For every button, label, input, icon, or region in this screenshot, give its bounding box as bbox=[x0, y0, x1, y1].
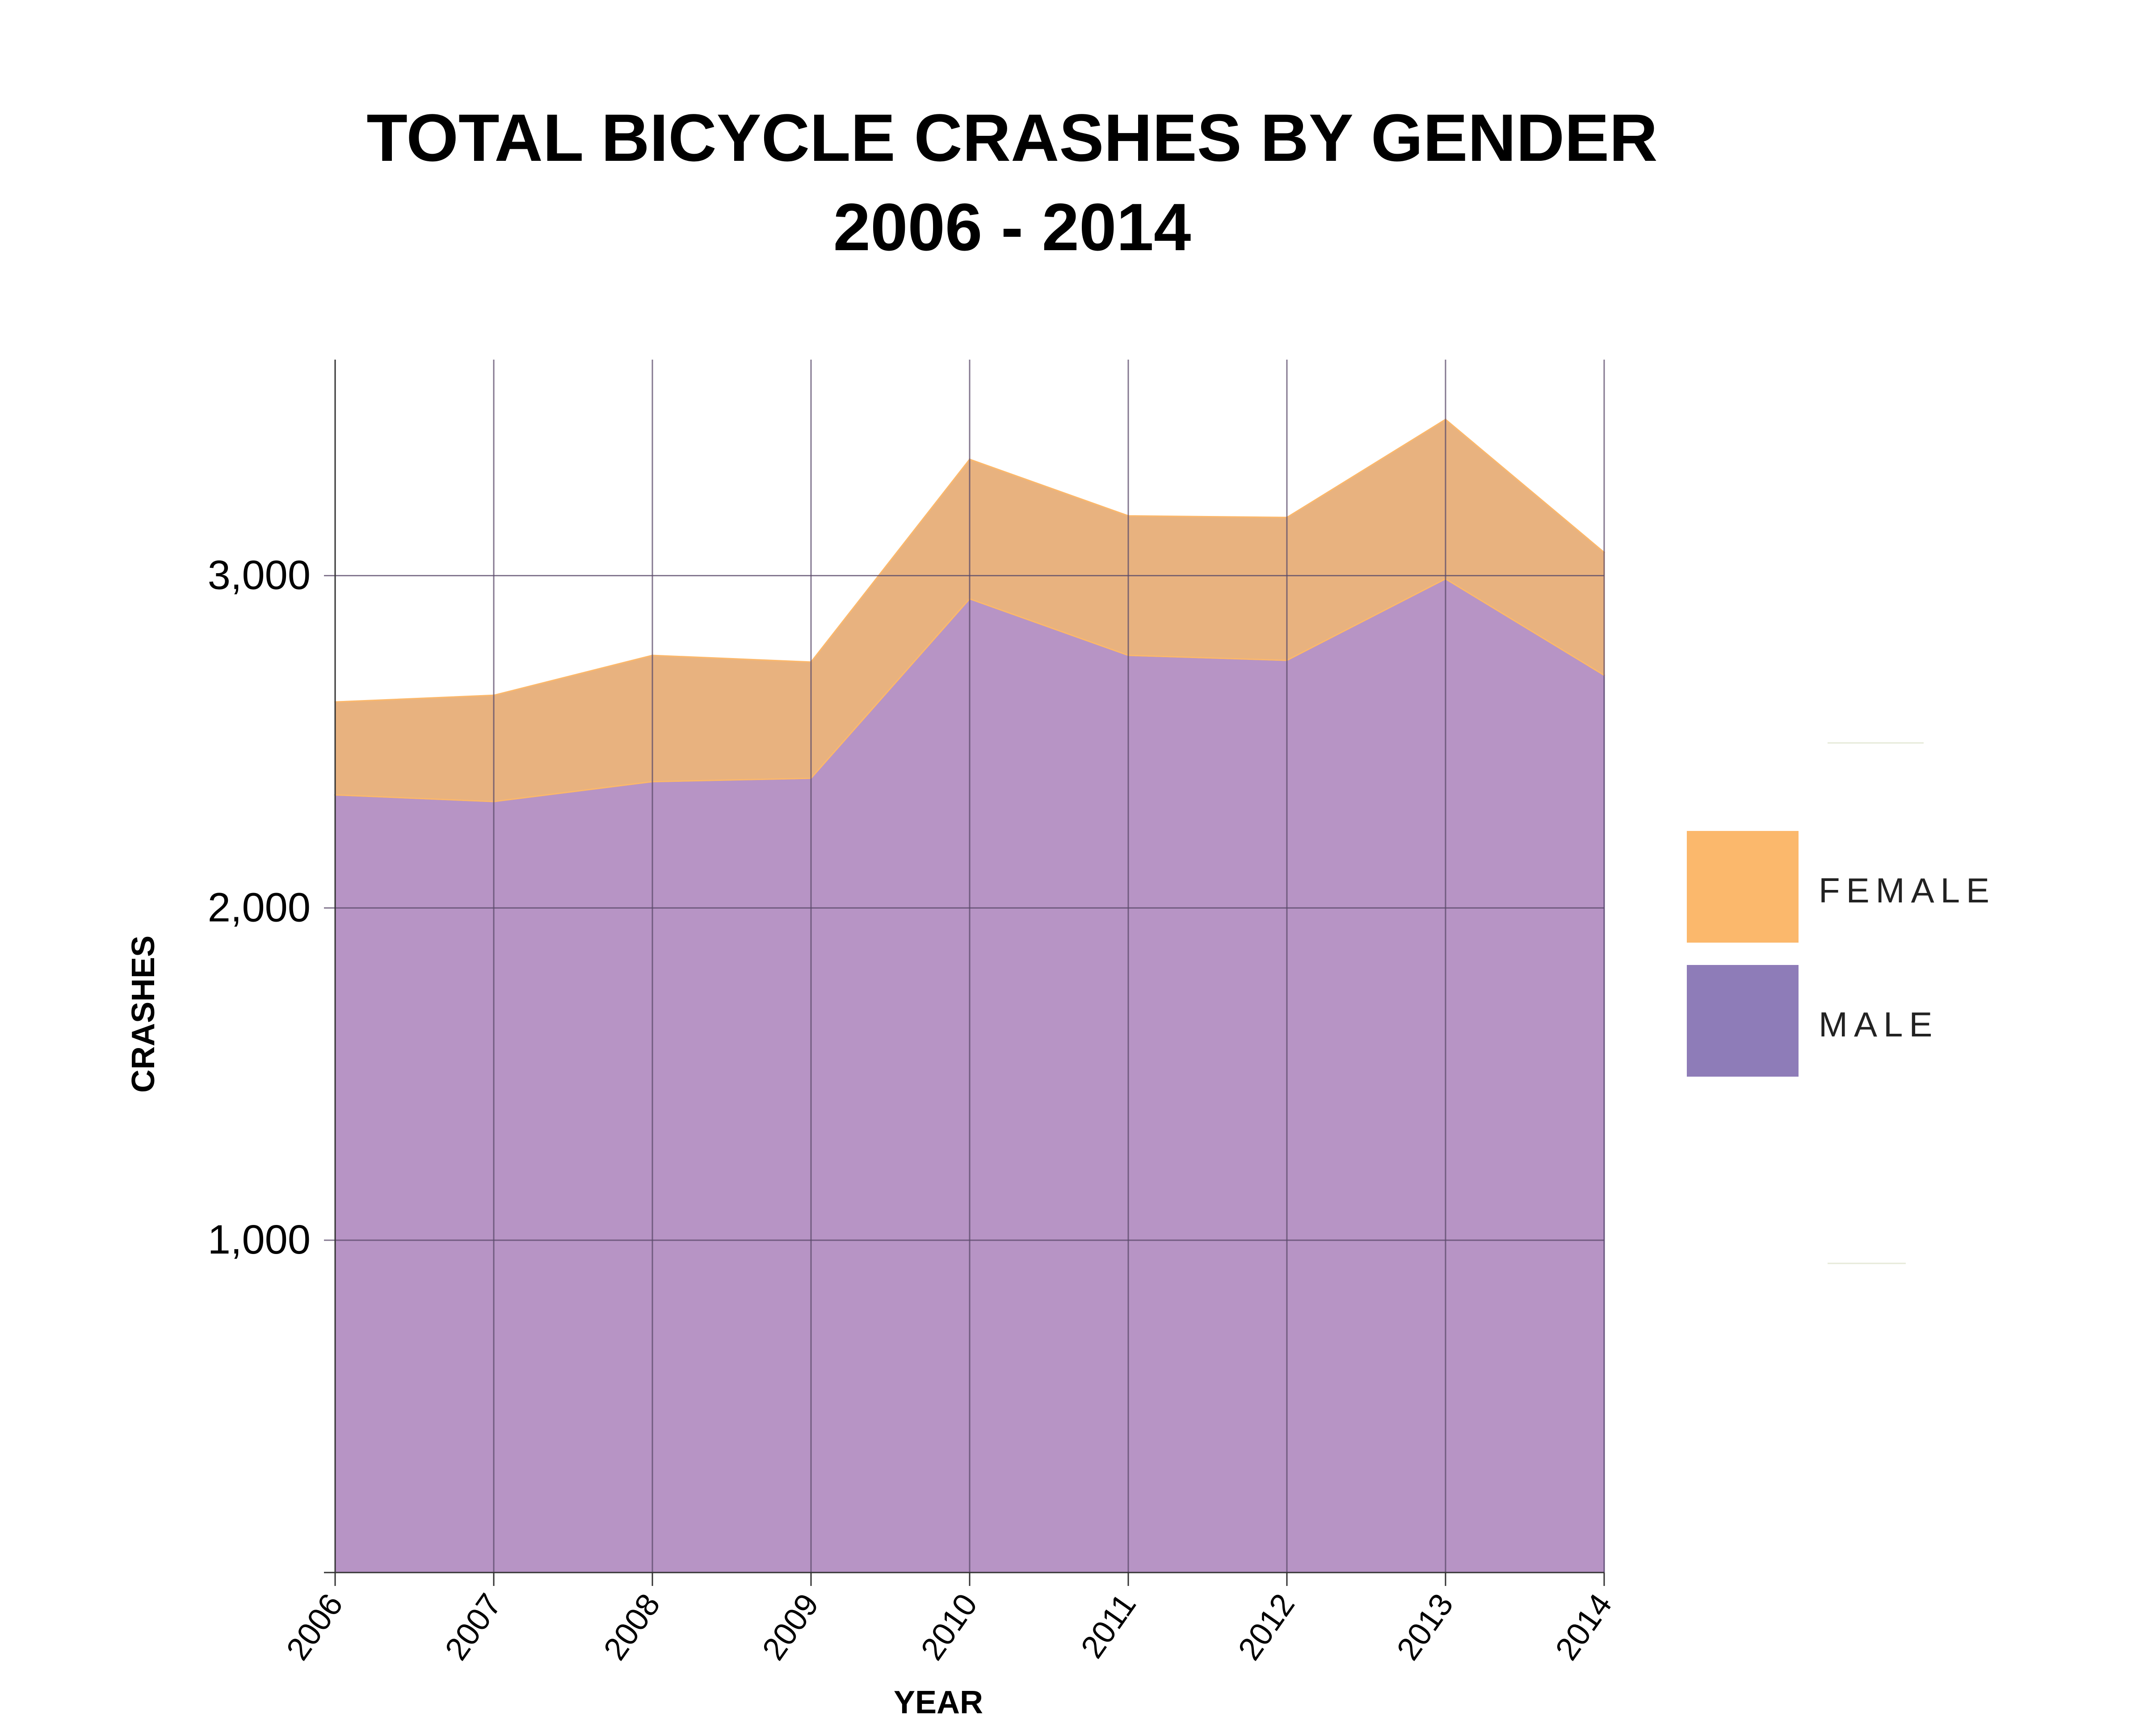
x-tick-label: 2013 bbox=[1390, 1587, 1460, 1666]
x-tick-label: 2010 bbox=[914, 1587, 984, 1666]
legend-swatch-male bbox=[1687, 965, 1799, 1077]
x-tick-label: 2007 bbox=[438, 1587, 509, 1666]
legend-swatch-female bbox=[1687, 831, 1799, 943]
y-tick-label: 2,000 bbox=[208, 885, 311, 930]
x-tick-label: 2011 bbox=[1074, 1587, 1143, 1665]
y-tick-label: 1,000 bbox=[208, 1217, 311, 1262]
x-tick-label: 2012 bbox=[1231, 1587, 1302, 1666]
x-tick-label: 2006 bbox=[280, 1587, 350, 1666]
legend-label-female: FEMALE bbox=[1819, 871, 1996, 910]
title-group: TOTAL BICYCLE CRASHES BY GENDER 2006 - 2… bbox=[366, 100, 1657, 264]
chart-title-line2: 2006 - 2014 bbox=[833, 189, 1191, 264]
y-axis-label: CRASHES bbox=[126, 935, 161, 1093]
x-tick-label: 2008 bbox=[597, 1587, 667, 1666]
x-tick-label: 2009 bbox=[756, 1587, 826, 1666]
x-tick-label: 2014 bbox=[1549, 1587, 1619, 1666]
y-tick-label: 3,000 bbox=[208, 552, 311, 598]
chart-title-line1: TOTAL BICYCLE CRASHES BY GENDER bbox=[366, 100, 1657, 175]
legend: FEMALE MALE bbox=[1687, 742, 1996, 1264]
grid-layer bbox=[324, 360, 1605, 1573]
x-axis-label: YEAR bbox=[894, 1685, 983, 1720]
legend-label-male: MALE bbox=[1819, 1005, 1938, 1044]
